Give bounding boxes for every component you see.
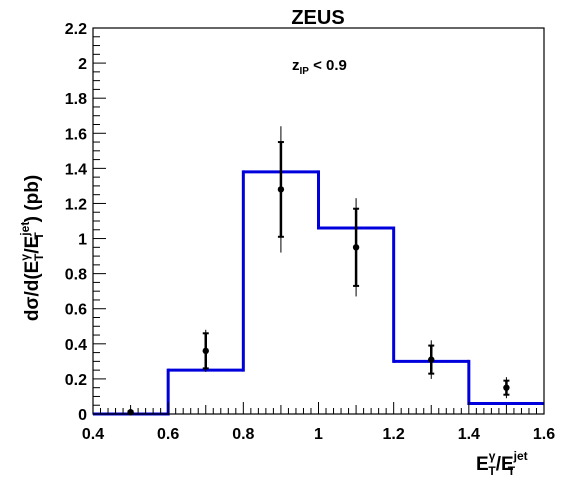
data-points — [127, 126, 510, 416]
y-tick-label: 0.4 — [65, 337, 87, 354]
y-tick-label: 2 — [78, 56, 87, 73]
x-tick-label: 0.8 — [232, 426, 254, 443]
x-tick-label: 0.6 — [157, 426, 179, 443]
plot-area: 0.4 0.6 0.8 1 1.2 1.4 1.6 0 0.2 0.4 0.6 0.8 1 1.2 1.4… — [65, 21, 555, 443]
x-tick-label: 0.4 — [82, 426, 104, 443]
annotation: zIP < 0.9 — [292, 57, 347, 77]
x-tick-label: 1 — [314, 426, 323, 443]
data-point — [202, 347, 209, 355]
y-tick-label: 1.6 — [65, 126, 87, 143]
y-tick-label: 1.8 — [65, 91, 87, 108]
y-tick-label: 0.6 — [65, 302, 87, 319]
data-point — [503, 384, 510, 391]
y-tick-label: 1.4 — [65, 161, 87, 178]
x-tick-label: 1.6 — [533, 426, 555, 443]
chart-title: ZEUS — [291, 7, 344, 29]
data-point — [277, 186, 285, 193]
y-tick-label: 0 — [78, 407, 87, 424]
x-axis: 0.4 0.6 0.8 1 1.2 1.4 1.6 — [82, 402, 555, 443]
y-tick-label: 2.2 — [65, 21, 87, 38]
x-tick-label: 1.2 — [383, 426, 405, 443]
histogram — [93, 170, 544, 416]
y-tick-label: 0.2 — [65, 372, 87, 389]
data-point — [352, 244, 360, 251]
x-tick-label: 1.4 — [458, 426, 480, 443]
y-tick-label: 1 — [78, 232, 87, 249]
data-point — [428, 356, 435, 363]
x-axis-label: Eγ T/Ejet T — [476, 449, 528, 478]
y-tick-label: 0.8 — [65, 267, 87, 284]
y-tick-label: 1.2 — [65, 196, 87, 213]
y-axis-label: dσ/d(EγT/EjetT) (pb) — [18, 175, 46, 321]
y-axis: 0 0.2 0.4 0.6 0.8 1 1.2 1.4 1.6 1.8 2 2.2 — [65, 21, 106, 424]
